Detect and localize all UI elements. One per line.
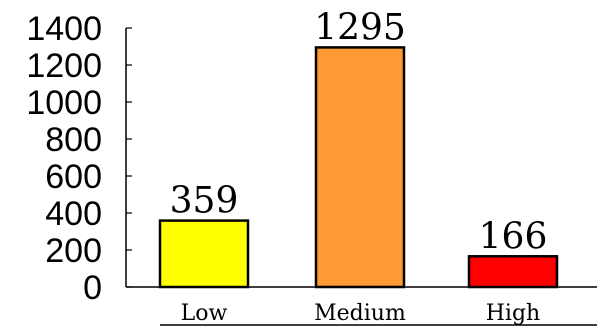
bars	[158, 46, 559, 289]
y-tick-label: 0	[83, 269, 102, 307]
bar-high	[467, 255, 559, 289]
y-tick-label: 1000	[26, 84, 102, 122]
data-labels: 359 1295 166	[170, 7, 548, 257]
data-label: 166	[479, 216, 548, 257]
x-tick-label: High	[486, 301, 540, 326]
x-tick-label: Medium	[314, 301, 406, 326]
y-tick-label: 800	[45, 121, 102, 159]
bar-medium	[314, 46, 406, 289]
y-tick-label: 200	[45, 232, 102, 270]
x-axis-labels: Low Medium High	[181, 301, 541, 326]
data-label: 1295	[314, 7, 406, 48]
y-tick-label: 400	[45, 195, 102, 233]
x-tick-label: Low	[181, 301, 228, 326]
y-tick-label: 1200	[26, 47, 102, 85]
data-label: 359	[170, 181, 239, 222]
y-tick-label: 600	[45, 158, 102, 196]
bar-low	[158, 219, 250, 289]
y-tick-label: 1400	[26, 10, 102, 48]
